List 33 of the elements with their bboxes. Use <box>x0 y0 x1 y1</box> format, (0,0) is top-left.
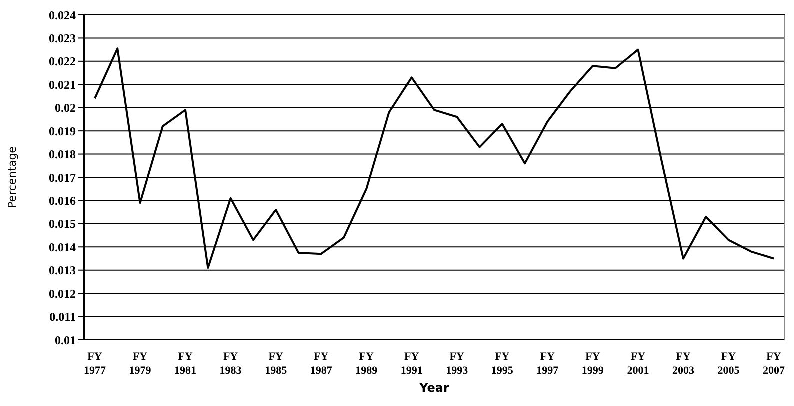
x-tick-label: FY 2003 <box>672 351 695 377</box>
x-tick-label: FY 1999 <box>582 351 604 377</box>
y-tick-label: 0.015 <box>49 217 76 232</box>
y-tick-label: 0.023 <box>49 31 76 46</box>
x-tick-label: FY 1987 <box>310 351 333 377</box>
y-tick-label: 0.017 <box>49 170 76 185</box>
y-tick-label: 0.01 <box>55 333 76 348</box>
x-tick-label: FY 1989 <box>356 351 378 377</box>
x-axis-title: Year <box>418 381 450 395</box>
x-tick-label: FY 1995 <box>491 351 514 377</box>
x-tick-label: FY 1985 <box>265 351 288 377</box>
x-tick-label: FY 2007 <box>763 351 786 377</box>
y-tick-label: 0.02 <box>55 101 76 116</box>
x-tick-label: FY 1993 <box>446 351 469 377</box>
y-tick-label: 0.018 <box>49 148 76 162</box>
x-tick-label: FY 1979 <box>129 351 152 377</box>
y-tick-label: 0.016 <box>49 194 76 208</box>
x-tick-label: FY 1991 <box>400 351 423 377</box>
x-tick-label: FY 1977 <box>84 351 106 377</box>
x-tick-label: FY 1997 <box>536 351 560 377</box>
y-tick-label: 0.019 <box>49 124 76 138</box>
y-tick-label: 0.011 <box>50 310 76 324</box>
x-tick-label: FY 2005 <box>718 351 740 377</box>
y-tick-label: 0.013 <box>49 264 76 278</box>
y-tick-label: 0.022 <box>49 54 76 69</box>
y-axis-title: Percentage <box>6 146 19 208</box>
y-tick-label: 0.021 <box>49 78 76 92</box>
y-tick-label: 0.024 <box>49 8 76 22</box>
y-tick-label: 0.014 <box>49 240 76 254</box>
x-tick-label: FY 1981 <box>174 351 197 377</box>
y-tick-label: 0.012 <box>49 286 76 301</box>
x-tick-label: FY 1983 <box>220 351 242 377</box>
x-tick-label: FY 2001 <box>627 351 650 377</box>
